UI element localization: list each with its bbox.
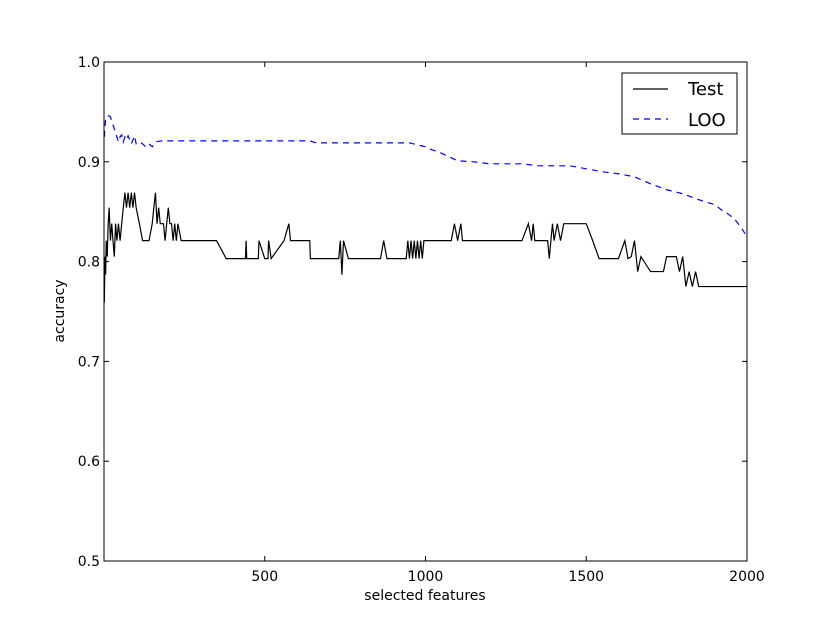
series-layer bbox=[103, 115, 748, 303]
x-tick-label: 1500 bbox=[568, 569, 604, 585]
y-tick-label: 0.6 bbox=[78, 454, 100, 470]
y-tick-label: 0.5 bbox=[78, 554, 100, 570]
x-axis-label: selected features bbox=[364, 588, 485, 604]
y-tick-label: 1.0 bbox=[78, 55, 100, 71]
series-line-test bbox=[103, 192, 747, 303]
legend-label-loo: LOO bbox=[688, 110, 726, 131]
y-tick-label: 0.7 bbox=[78, 354, 100, 370]
y-tick-label: 0.8 bbox=[78, 255, 100, 271]
legend-label-test: Test bbox=[687, 79, 723, 100]
ticks-layer: 500 1000 1500 2000 0.5 0.6 0.7 0.8 0.9 1.0 bbox=[78, 55, 765, 585]
legend: Test LOO bbox=[621, 72, 738, 135]
y-axis-label: accuracy bbox=[52, 279, 68, 342]
x-tick-label: 500 bbox=[251, 569, 278, 585]
x-tick-label: 2000 bbox=[729, 569, 765, 585]
x-tick-label: 1000 bbox=[408, 569, 444, 585]
legend-box bbox=[621, 72, 738, 135]
y-tick-label: 0.9 bbox=[78, 155, 100, 171]
